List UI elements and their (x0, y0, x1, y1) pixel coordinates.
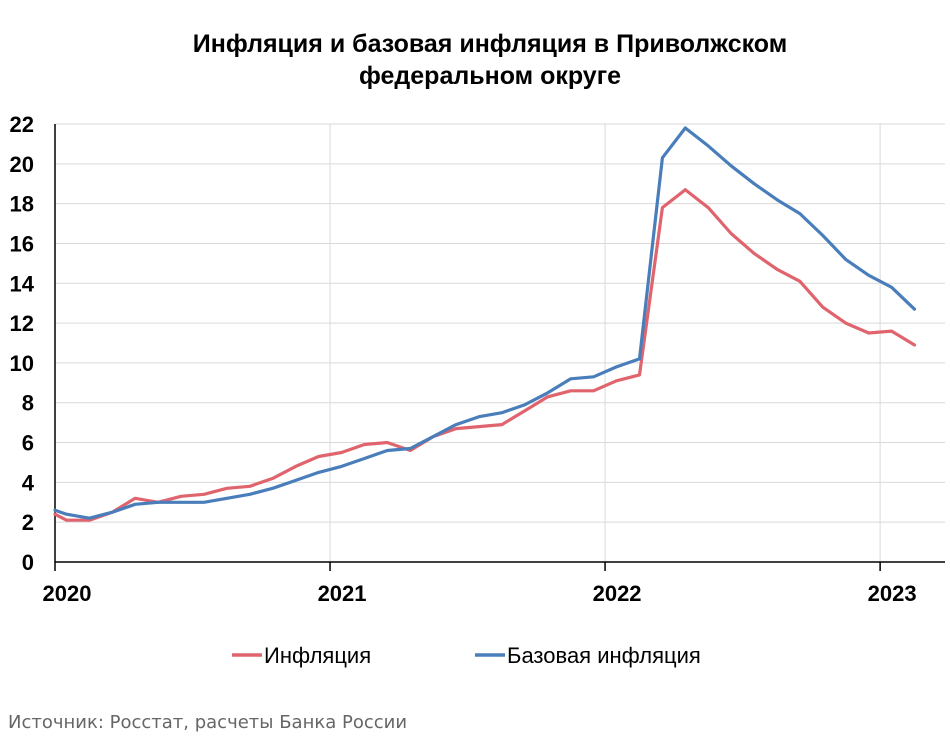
x-tick-label: 2022 (593, 581, 642, 606)
y-tick-label: 2 (22, 510, 34, 535)
y-tick-label: 18 (10, 192, 34, 217)
y-tick-label: 4 (22, 470, 35, 495)
y-tick-label: 12 (10, 311, 34, 336)
y-tick-label: 8 (22, 391, 34, 416)
grid (55, 123, 945, 562)
y-tick-label: 14 (10, 271, 35, 296)
y-tick-label: 22 (10, 112, 34, 137)
y-tick-label: 10 (10, 351, 34, 376)
legend: Инфляция Базовая инфляция (232, 643, 701, 668)
x-tick-label: 2020 (43, 581, 92, 606)
chart-title-line-2: федеральном округе (359, 62, 621, 90)
series-lines (53, 126, 917, 522)
x-tick-label: 2023 (868, 581, 917, 606)
chart-title: Инфляция и базовая инфляция в Приволжско… (193, 30, 787, 90)
legend-label: Инфляция (264, 643, 371, 668)
y-tick-label: 0 (22, 550, 34, 575)
legend-label: Базовая инфляция (507, 643, 701, 668)
line-chart: Инфляция и базовая инфляция в Приволжско… (10, 30, 945, 668)
y-tick-label: 20 (10, 152, 34, 177)
axes (54, 124, 945, 571)
x-tick-labels: 2020 2021 2022 2023 (43, 581, 917, 606)
series-line-core-inflation (53, 126, 917, 520)
x-tick-label: 2021 (318, 581, 367, 606)
y-tick-label: 6 (22, 431, 34, 456)
chart-title-line-1: Инфляция и базовая инфляция в Приволжско… (193, 30, 787, 58)
y-tick-label: 16 (10, 231, 34, 256)
source-note: Источник: Росстат, расчеты Банка России (8, 712, 408, 733)
y-tick-labels: 0 2 4 6 8 10 12 14 16 18 20 22 (10, 112, 35, 575)
series-line-inflation (53, 188, 917, 522)
